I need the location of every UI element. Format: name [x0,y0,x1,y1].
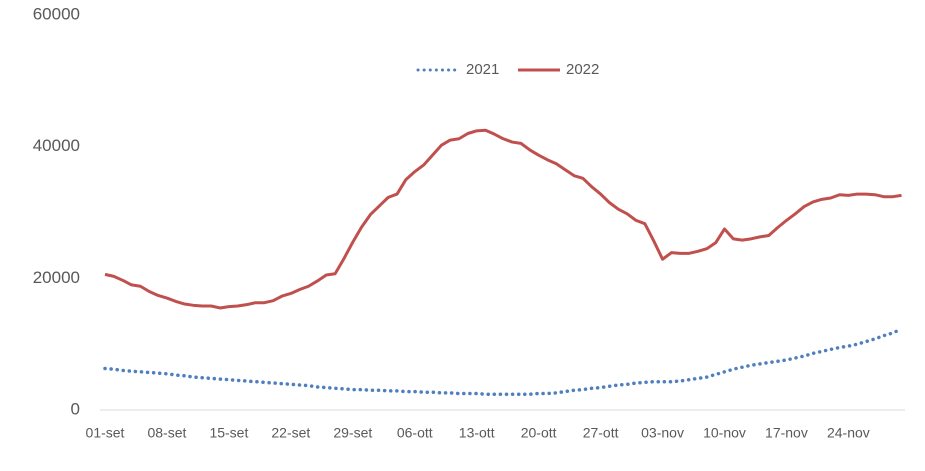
y-tick-label: 0 [71,399,80,418]
x-tick-label: 17-nov [765,425,808,441]
legend-label: 2021 [466,61,499,78]
x-tick-label: 27-ott [583,425,619,441]
x-tick-label: 03-nov [641,425,684,441]
x-tick-label: 06-ott [397,425,433,441]
legend-label: 2022 [566,61,599,78]
x-tick-label: 08-set [147,425,186,441]
y-tick-label: 20000 [33,268,80,287]
line-2022 [104,128,902,310]
y-tick-label: 40000 [33,136,80,155]
x-tick-label: 29-set [333,425,372,441]
x-tick-label: 15-set [209,425,248,441]
x-tick-label: 22-set [271,425,310,441]
y-tick-label: 60000 [33,4,80,23]
x-tick-label: 24-nov [827,425,870,441]
x-tick-label: 01-set [86,425,125,441]
x-tick-label: 20-ott [521,425,557,441]
x-tick-label: 10-nov [703,425,746,441]
line-2021 [103,327,904,396]
x-tick-label: 13-ott [459,425,495,441]
